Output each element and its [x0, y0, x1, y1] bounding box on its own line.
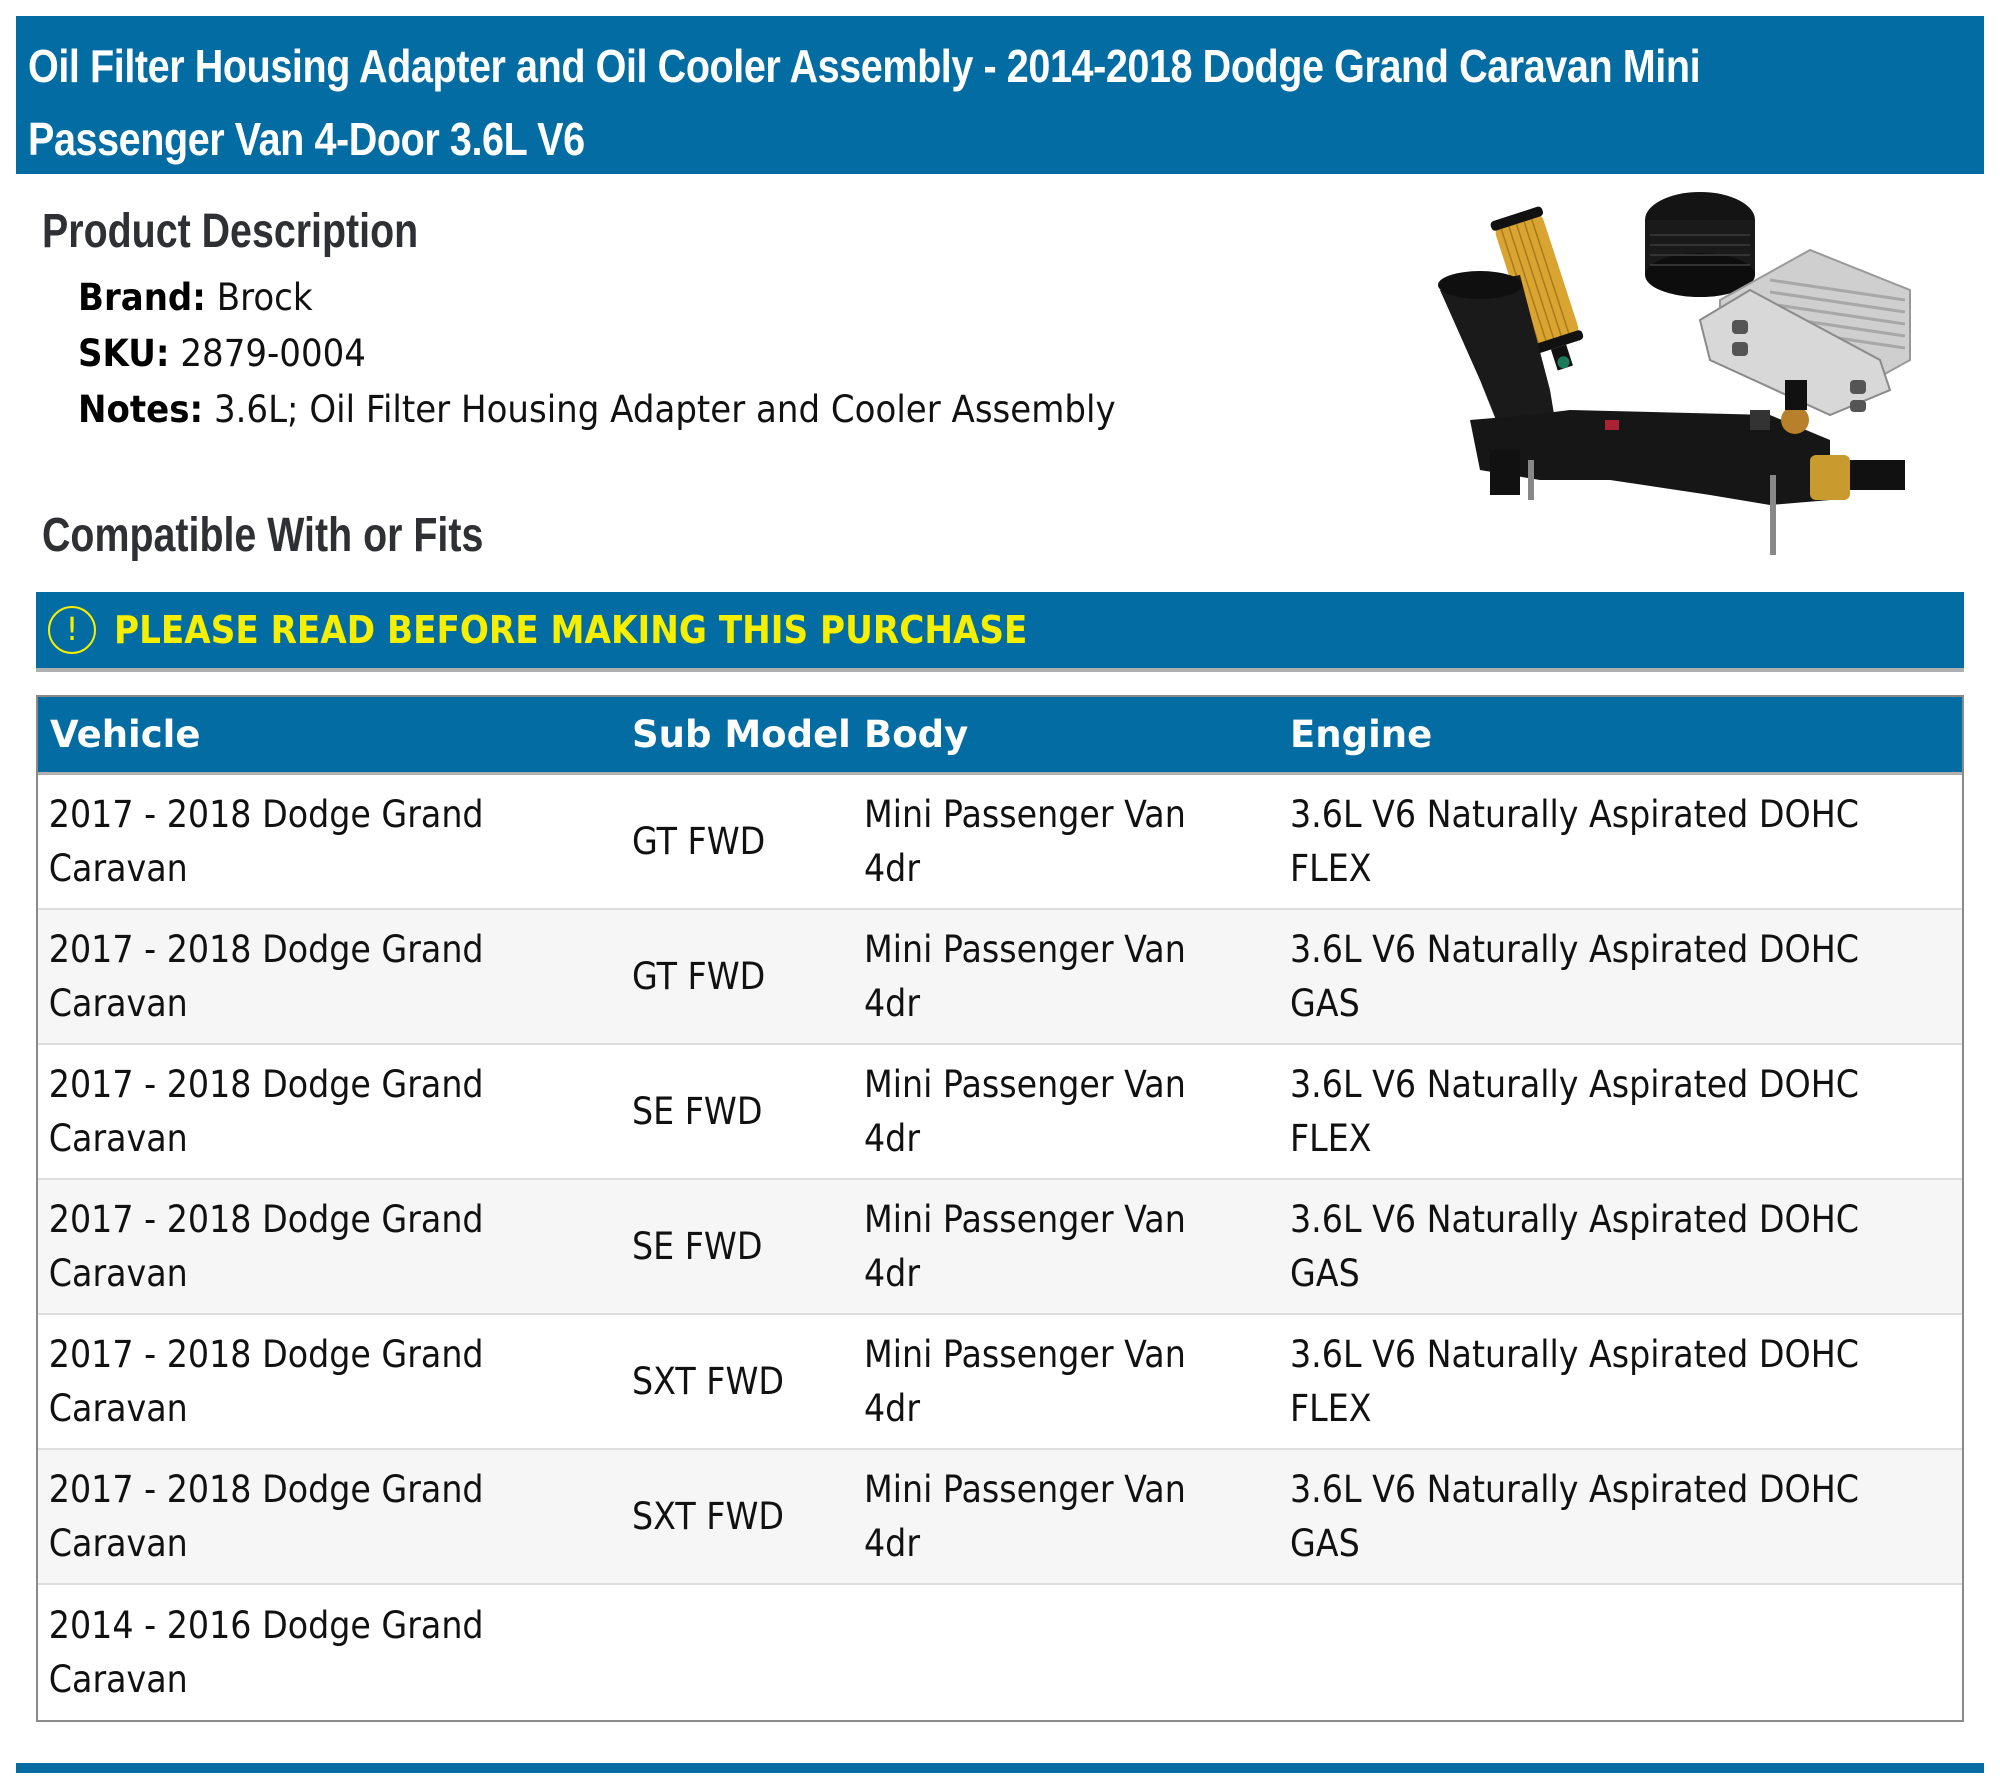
bottom-divider	[16, 1763, 1984, 1773]
notes-label: Notes:	[78, 388, 204, 431]
notes-row: Notes: 3.6L; Oil Filter Housing Adapter …	[78, 382, 1116, 438]
notes-value: 3.6L; Oil Filter Housing Adapter and Coo…	[213, 388, 1116, 431]
product-image	[1410, 180, 1935, 580]
cell-engine: FLEX	[1290, 1116, 1372, 1160]
cell-vehicle: Caravan	[48, 1251, 188, 1295]
cell-body: Mini Passenger Van	[864, 1467, 1186, 1511]
cell-vehicle: Caravan	[48, 1657, 188, 1701]
cell-body: 4dr	[864, 1386, 921, 1430]
cell-vehicle: Caravan	[48, 846, 188, 890]
cell-engine: GAS	[1290, 1521, 1360, 1565]
cell-engine: 3.6L V6 Naturally Aspirated DOHC	[1290, 1062, 1860, 1106]
cell-submodel: SE FWD	[632, 1224, 763, 1268]
page-title: Oil Filter Housing Adapter and Oil Coole…	[28, 30, 1963, 176]
sku-label: SKU:	[78, 332, 170, 375]
header-sub-model: Sub Model	[632, 713, 851, 756]
cell-body: Mini Passenger Van	[864, 1332, 1186, 1376]
cell-body: Mini Passenger Van	[864, 1062, 1186, 1106]
title-banner: Oil Filter Housing Adapter and Oil Coole…	[16, 16, 1984, 174]
cell-body: Mini Passenger Van	[864, 1197, 1186, 1241]
brand-label: Brand:	[78, 276, 206, 319]
cell-vehicle: 2017 - 2018 Dodge Grand	[48, 1467, 484, 1511]
cell-body: Mini Passenger Van	[864, 792, 1186, 836]
cell-submodel: SXT FWD	[632, 1359, 785, 1403]
table-row: 2017 - 2018 Dodge Grand Caravan SE FWD Mi…	[38, 1045, 1962, 1180]
cell-vehicle: 2017 - 2018 Dodge Grand	[48, 1062, 484, 1106]
product-description-heading: Product Description	[42, 205, 419, 258]
compatible-heading: Compatible With or Fits	[42, 509, 484, 562]
cell-vehicle: Caravan	[48, 1386, 188, 1430]
filter-cap-icon	[1645, 192, 1755, 297]
purchase-warning-banner: ! PLEASE READ BEFORE MAKING THIS PURCHAS…	[36, 592, 1964, 672]
title-line-2: Passenger Van 4-Door 3.6L V6	[28, 113, 585, 165]
cell-engine: GAS	[1290, 981, 1360, 1025]
exclamation-circle-icon: !	[48, 606, 96, 654]
cell-submodel: GT FWD	[632, 954, 766, 998]
housing-adapter-icon	[1438, 271, 1905, 555]
table-row: 2017 - 2018 Dodge Grand Caravan SXT FWD M…	[38, 1315, 1962, 1450]
cell-engine: FLEX	[1290, 846, 1372, 890]
cell-engine: 3.6L V6 Naturally Aspirated DOHC	[1290, 927, 1860, 971]
cell-engine: 3.6L V6 Naturally Aspirated DOHC	[1290, 792, 1860, 836]
cell-body: 4dr	[864, 1251, 921, 1295]
table-row: 2014 - 2016 Dodge Grand Caravan	[38, 1585, 1962, 1720]
cell-engine: 3.6L V6 Naturally Aspirated DOHC	[1290, 1332, 1860, 1376]
cell-submodel: SXT FWD	[632, 1494, 785, 1538]
cell-vehicle: Caravan	[48, 981, 188, 1025]
table-row: 2017 - 2018 Dodge Grand Caravan SE FWD Mi…	[38, 1180, 1962, 1315]
cell-vehicle: 2014 - 2016 Dodge Grand	[48, 1603, 484, 1647]
table-row: 2017 - 2018 Dodge Grand Caravan GT FWD Mi…	[38, 910, 1962, 1045]
cell-vehicle: 2017 - 2018 Dodge Grand	[48, 792, 484, 836]
header-vehicle: Vehicle	[50, 713, 201, 756]
warning-text: PLEASE READ BEFORE MAKING THIS PURCHASE	[114, 608, 1028, 652]
cell-body: 4dr	[864, 1116, 921, 1160]
table-header: Vehicle Sub Model Body Engine	[38, 695, 1962, 775]
brand-value: Brock	[216, 276, 313, 319]
cell-submodel: SE FWD	[632, 1089, 763, 1133]
cell-body: 4dr	[864, 1521, 921, 1565]
cell-body: Mini Passenger Van	[864, 927, 1186, 971]
cell-vehicle: Caravan	[48, 1521, 188, 1565]
header-engine: Engine	[1290, 713, 1433, 756]
oil-cooler-icon	[1698, 248, 1911, 417]
cell-submodel: GT FWD	[632, 819, 766, 863]
table-row: 2017 - 2018 Dodge Grand Caravan SXT FWD M…	[38, 1450, 1962, 1585]
cell-vehicle: Caravan	[48, 1116, 188, 1160]
sku-value: 2879-0004	[180, 332, 366, 375]
table-row: 2017 - 2018 Dodge Grand Caravan GT FWD Mi…	[38, 775, 1962, 910]
cell-vehicle: 2017 - 2018 Dodge Grand	[48, 1332, 484, 1376]
title-line-1: Oil Filter Housing Adapter and Oil Coole…	[28, 40, 1701, 92]
cell-body: 4dr	[864, 981, 921, 1025]
header-body: Body	[864, 713, 969, 756]
fitment-table: Vehicle Sub Model Body Engine 2017 - 201…	[36, 695, 1964, 1722]
oil-filter-icon	[1490, 206, 1584, 371]
product-details: Brand: Brock SKU: 2879-0004 Notes: 3.6L;…	[78, 270, 1206, 438]
cell-engine: 3.6L V6 Naturally Aspirated DOHC	[1290, 1467, 1860, 1511]
cell-engine: FLEX	[1290, 1386, 1372, 1430]
cell-vehicle: 2017 - 2018 Dodge Grand	[48, 927, 484, 971]
cell-engine: GAS	[1290, 1251, 1360, 1295]
cell-vehicle: 2017 - 2018 Dodge Grand	[48, 1197, 484, 1241]
cell-body: 4dr	[864, 846, 921, 890]
brand-row: Brand: Brock	[78, 270, 1116, 326]
sku-row: SKU: 2879-0004	[78, 326, 1116, 382]
cell-engine: 3.6L V6 Naturally Aspirated DOHC	[1290, 1197, 1860, 1241]
